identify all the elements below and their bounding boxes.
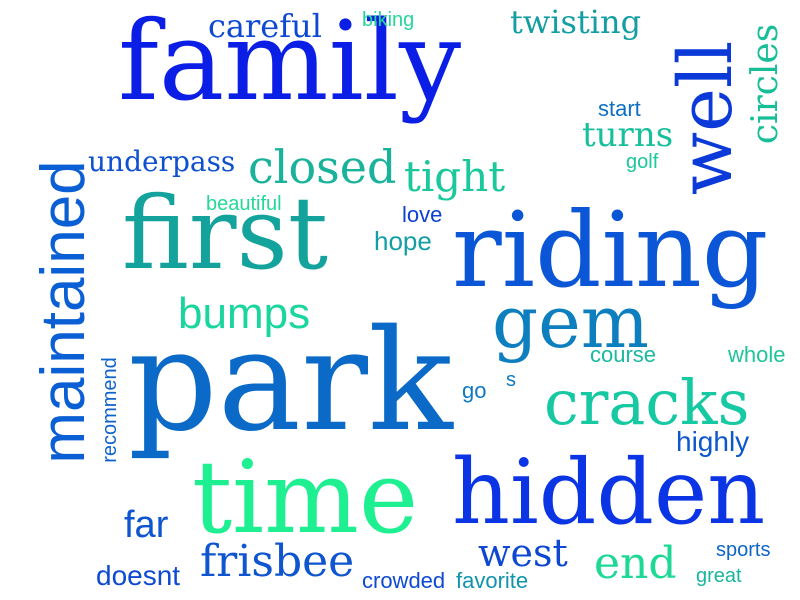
word-bumps[interactable]: bumps [178, 289, 311, 338]
word-hidden: hidden [452, 440, 766, 545]
word-park: park [128, 300, 453, 463]
word-start[interactable]: start [598, 96, 641, 121]
word-golf[interactable]: golf [626, 151, 659, 173]
word-crowded[interactable]: crowded [362, 568, 446, 593]
word-frisbee: frisbee [200, 536, 355, 587]
word-end: end [594, 538, 677, 589]
word-highly[interactable]: highly [676, 426, 750, 457]
word-s[interactable]: s [506, 369, 516, 391]
word-maintained[interactable]: maintained [29, 160, 98, 464]
word-whole[interactable]: whole [728, 342, 786, 367]
word-far[interactable]: far [124, 504, 169, 546]
word-time: time [192, 439, 419, 556]
word-sports[interactable]: sports [716, 539, 771, 561]
word-beautiful[interactable]: beautiful [206, 193, 282, 215]
word-riding: riding [452, 189, 769, 311]
word-course[interactable]: course [590, 342, 657, 367]
word-great[interactable]: great [696, 565, 742, 587]
word-underpass: underpass [88, 145, 236, 178]
word-turns: turns [582, 115, 674, 155]
word-doesnt[interactable]: doesnt [96, 560, 181, 591]
word-favorite[interactable]: favorite [456, 568, 529, 593]
word-circles: circles [745, 23, 786, 145]
word-cracks: cracks [544, 366, 750, 439]
word-first: first [122, 175, 329, 292]
word-closed: closed [248, 140, 397, 194]
word-family: family [118, 0, 462, 125]
word-careful: careful [208, 7, 322, 45]
word-gem: gem [492, 280, 649, 364]
word-well: well [663, 40, 749, 196]
word-hope[interactable]: hope [374, 226, 432, 256]
word-recommend[interactable]: recommend [99, 357, 121, 463]
word-go[interactable]: go [462, 378, 487, 403]
word-west: west [478, 531, 568, 575]
word-biking[interactable]: biking [362, 9, 415, 31]
word-love[interactable]: love [402, 202, 443, 227]
word-twisting: twisting [510, 3, 642, 41]
word-tight: tight [404, 152, 506, 201]
